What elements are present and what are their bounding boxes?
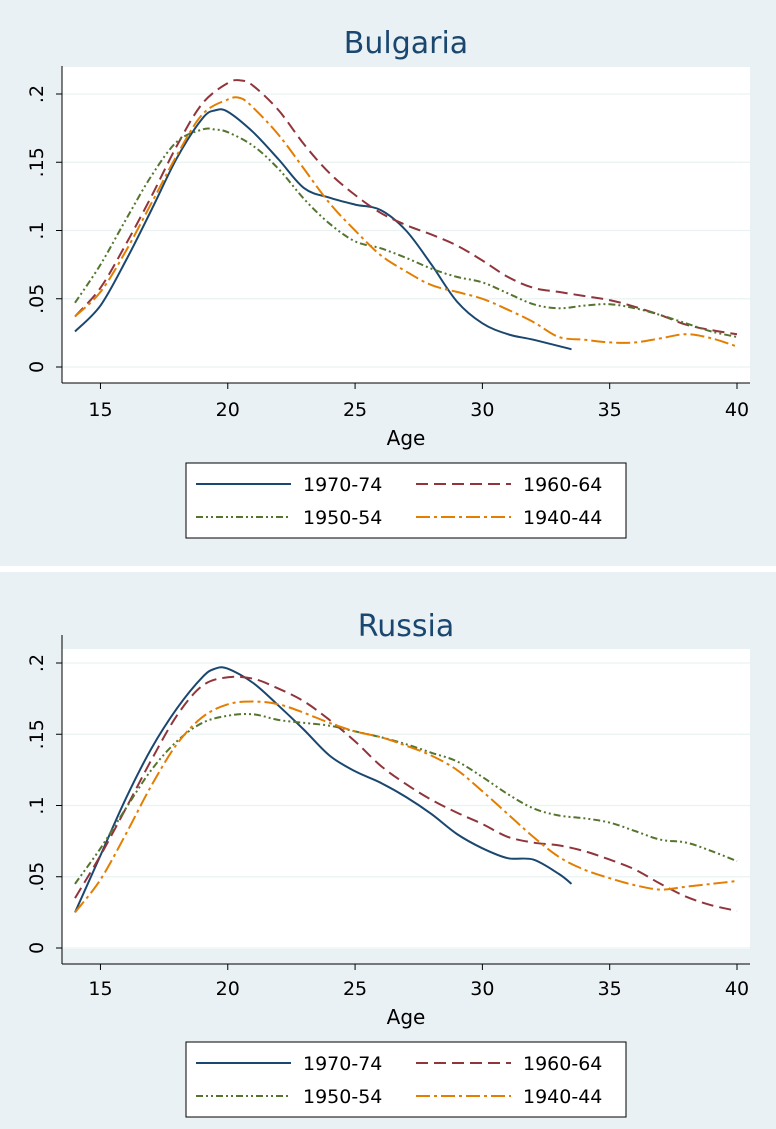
russia-chart-panel: Russia 0 .05 .1 .15 .2 15 20 25 30 35 40 Age 1970-… [0, 572, 776, 1129]
chart-title: Bulgaria [344, 26, 468, 61]
legend-label-1970-74: 1970-74 [303, 1053, 382, 1075]
legend-label-1940-44: 1940-44 [523, 507, 602, 529]
x-tick-label: 30 [470, 399, 494, 421]
x-tick-label: 30 [470, 978, 494, 1000]
legend: 1970-74 1960-64 1950-54 1940-44 [185, 462, 627, 539]
series-line-1940-44 [74, 700, 738, 914]
x-tick-label: 15 [88, 399, 112, 421]
x-tick-label: 15 [88, 978, 112, 1000]
bulgaria-chart-panel: Bulgaria 0 .05 .1 .15 .2 15 20 25 30 35 40 Age 197… [0, 0, 776, 566]
legend-box [185, 462, 627, 539]
chart-title: Russia [358, 609, 455, 644]
y-tick-label: 0 [26, 942, 48, 954]
x-tick-label: 25 [343, 978, 367, 1000]
bulgaria-chart: Bulgaria 0 .05 .1 .15 .2 15 20 25 30 35 40 Age 197… [26, 26, 750, 539]
legend-label-1950-54: 1950-54 [303, 507, 382, 529]
y-tick-label: .15 [26, 147, 48, 177]
x-tick-label: 40 [725, 978, 749, 1000]
legend-label-1970-74: 1970-74 [303, 474, 382, 496]
x-axis-label: Age [387, 426, 426, 450]
y-tick-label: .2 [26, 654, 48, 672]
series-line-1940-44 [74, 96, 738, 348]
series-line-1970-74 [74, 108, 572, 351]
x-axis-label: Age [387, 1005, 426, 1029]
legend-label-1960-64: 1960-64 [523, 474, 602, 496]
y-tick-label: .05 [26, 862, 48, 892]
y-tick-label: .15 [26, 719, 48, 749]
y-tick-label: .1 [26, 796, 48, 814]
legend-label-1950-54: 1950-54 [303, 1086, 382, 1108]
x-tick-label: 20 [216, 399, 240, 421]
x-tick-label: 20 [216, 978, 240, 1000]
y-tick-label: .05 [26, 284, 48, 314]
x-tick-label: 25 [343, 399, 367, 421]
legend-label-1960-64: 1960-64 [523, 1053, 602, 1075]
series-line-1950-54 [74, 127, 738, 338]
series-line-1970-74 [74, 666, 573, 913]
series-line-1960-64 [74, 79, 738, 336]
legend: 1970-74 1960-64 1950-54 1940-44 [185, 1041, 627, 1118]
y-tick-label: 0 [26, 361, 48, 373]
x-tick-label: 40 [725, 399, 749, 421]
russia-chart: Russia 0 .05 .1 .15 .2 15 20 25 30 35 40 Age 1970-… [26, 609, 750, 1118]
legend-box [185, 1041, 627, 1118]
y-tick-label: .2 [26, 85, 48, 103]
x-tick-label: 35 [598, 399, 622, 421]
plot-area [62, 649, 750, 949]
plot-area [62, 67, 750, 383]
x-tick-label: 35 [598, 978, 622, 1000]
series-line-1960-64 [74, 675, 738, 912]
legend-label-1940-44: 1940-44 [523, 1086, 602, 1108]
y-tick-label: .1 [26, 221, 48, 239]
